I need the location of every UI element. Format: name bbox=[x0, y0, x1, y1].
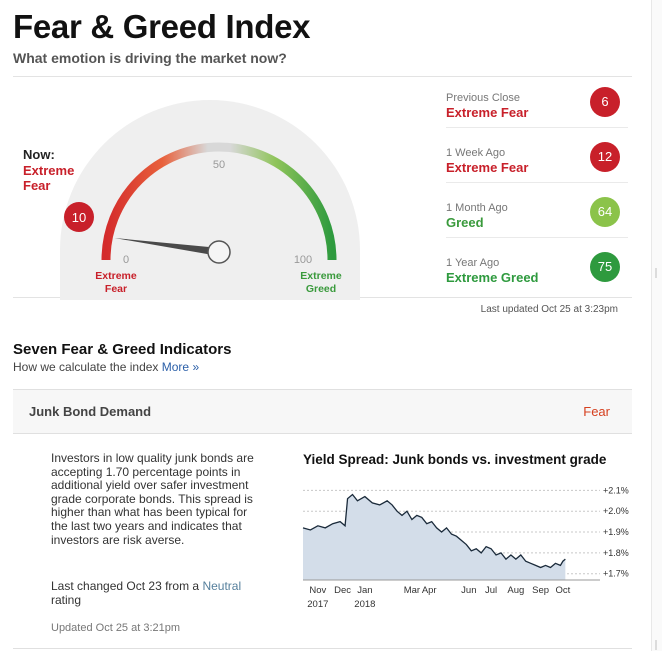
x-year-label: 2017 bbox=[307, 599, 328, 610]
history-value: Extreme Fear bbox=[446, 160, 529, 175]
history-score-badge: 64 bbox=[590, 197, 620, 227]
history-previous-close: Previous Close Extreme Fear 6 bbox=[446, 87, 628, 142]
indicator-description: Investors in low quality junk bonds are … bbox=[51, 451, 254, 547]
scrollbar[interactable] bbox=[651, 0, 662, 651]
x-tick-label: Dec bbox=[334, 585, 351, 596]
page-title: Fear & Greed Index bbox=[13, 8, 311, 45]
history-1-week-ago: 1 Week Ago Extreme Fear 12 bbox=[446, 142, 628, 197]
history-label: 1 Week Ago bbox=[446, 147, 506, 159]
divider bbox=[446, 127, 628, 128]
y-tick-label: +1.7% bbox=[603, 569, 629, 579]
yield-spread-chart: +2.1% +2.0% +1.9% +1.8% +1.7% Nov Dec Jan Mar Apr… bbox=[302, 482, 629, 610]
indicator-name: Junk Bond Demand bbox=[29, 404, 152, 419]
indicator-rating: Fear bbox=[583, 404, 610, 419]
gauge-arc bbox=[101, 142, 337, 261]
more-link[interactable]: More » bbox=[161, 360, 200, 374]
x-tick-label: Mar bbox=[404, 585, 420, 596]
history-score-badge: 75 bbox=[590, 252, 620, 282]
y-tick-label: +1.9% bbox=[603, 527, 629, 537]
gauge-hub bbox=[207, 240, 231, 264]
now-rating: Extreme Fear bbox=[23, 163, 83, 193]
gauge-background bbox=[60, 100, 360, 300]
changed-rating-link[interactable]: Neutral bbox=[202, 579, 242, 593]
history-label: 1 Month Ago bbox=[446, 202, 508, 214]
gauge-left-label-2: Fear bbox=[105, 283, 127, 295]
x-tick-label: Sep bbox=[532, 585, 549, 596]
history-value: Extreme Fear bbox=[446, 105, 529, 120]
x-tick-label: Aug bbox=[507, 585, 524, 596]
series-line bbox=[302, 493, 566, 569]
page-subtitle: What emotion is driving the market now? bbox=[13, 50, 287, 66]
x-tick-label: Jan bbox=[357, 585, 372, 596]
history-score-badge: 6 bbox=[590, 87, 620, 117]
x-tick-label: Oct bbox=[555, 585, 570, 596]
now-rating-line2: Fear bbox=[23, 178, 51, 193]
series-area bbox=[303, 494, 566, 580]
changed-suffix: rating bbox=[51, 593, 82, 607]
gauge-right-label-2: Greed bbox=[306, 283, 336, 295]
indicator-last-changed: Last changed Oct 23 from a Neutral ratin… bbox=[51, 579, 266, 607]
gauge-tick-100: 100 bbox=[294, 254, 312, 266]
history-score-badge: 12 bbox=[590, 142, 620, 172]
history-label: 1 Year Ago bbox=[446, 257, 500, 269]
now-rating-line1: Extreme bbox=[23, 163, 75, 178]
history-label: Previous Close bbox=[446, 92, 520, 104]
y-tick-label: +2.1% bbox=[603, 485, 629, 495]
x-year-label: 2018 bbox=[354, 599, 375, 610]
fear-greed-gauge: 50 0 100 Extreme Fear Extreme Greed 10 bbox=[60, 100, 360, 300]
chart-title: Yield Spread: Junk bonds vs. investment … bbox=[303, 452, 607, 467]
indicators-subtitle: How we calculate the index More » bbox=[13, 360, 199, 374]
indicators-title: Seven Fear & Greed Indicators bbox=[13, 341, 232, 358]
x-tick-label: Jun bbox=[461, 585, 476, 596]
indicators-subtitle-text: How we calculate the index bbox=[13, 360, 159, 374]
history-1-year-ago: 1 Year Ago Extreme Greed 75 bbox=[446, 252, 626, 307]
now-score-badge bbox=[64, 202, 94, 232]
now-score: 10 bbox=[72, 210, 86, 225]
history-value: Greed bbox=[446, 215, 484, 230]
y-tick-label: +1.8% bbox=[603, 548, 629, 558]
gauge-needle bbox=[114, 238, 220, 256]
now-label: Now: bbox=[23, 147, 55, 162]
changed-prefix: Last changed Oct 23 from a bbox=[51, 579, 200, 593]
divider bbox=[446, 182, 628, 183]
indicator-header-junk-bond[interactable]: Junk Bond Demand Fear bbox=[13, 389, 632, 434]
history-value: Extreme Greed bbox=[446, 270, 539, 285]
history-1-month-ago: 1 Month Ago Greed 64 bbox=[446, 197, 628, 252]
last-updated: Last updated Oct 25 at 3:23pm bbox=[480, 304, 618, 315]
gauge-tick-0: 0 bbox=[123, 254, 129, 266]
x-tick-label: Nov bbox=[309, 585, 326, 596]
x-tick-label: Jul bbox=[485, 585, 497, 596]
divider bbox=[446, 237, 628, 238]
divider bbox=[13, 648, 632, 649]
indicator-updated: Updated Oct 25 at 3:21pm bbox=[51, 622, 181, 634]
y-tick-label: +2.0% bbox=[603, 506, 629, 516]
x-tick-label: Apr bbox=[422, 585, 437, 596]
gauge-tick-50: 50 bbox=[213, 159, 225, 171]
gauge-right-label-1: Extreme bbox=[300, 270, 342, 282]
gauge-left-label-1: Extreme bbox=[95, 270, 137, 282]
